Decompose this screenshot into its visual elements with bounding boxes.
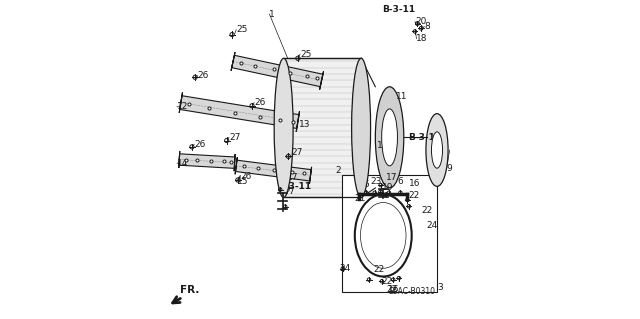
Polygon shape [180, 96, 299, 129]
Text: 6: 6 [397, 177, 403, 186]
Text: 20: 20 [415, 18, 426, 26]
Text: 26: 26 [194, 140, 205, 149]
Text: 24: 24 [339, 264, 350, 273]
Text: 21: 21 [354, 176, 365, 186]
Polygon shape [234, 154, 235, 171]
Text: 26: 26 [254, 98, 266, 107]
Polygon shape [179, 151, 180, 168]
Text: 15: 15 [237, 177, 248, 186]
Polygon shape [179, 92, 182, 113]
Text: 27: 27 [229, 133, 240, 142]
Ellipse shape [381, 109, 397, 166]
Text: FR.: FR. [180, 285, 200, 295]
Text: 22: 22 [421, 206, 433, 215]
Text: 3: 3 [437, 283, 443, 292]
Text: 2: 2 [336, 166, 341, 175]
Text: 22: 22 [408, 191, 419, 200]
Text: 12: 12 [177, 102, 188, 111]
Polygon shape [235, 157, 237, 174]
Text: 24: 24 [426, 221, 437, 230]
Ellipse shape [431, 132, 442, 168]
Text: 9: 9 [447, 165, 452, 174]
Polygon shape [231, 52, 235, 71]
Ellipse shape [351, 58, 371, 197]
Text: 14: 14 [177, 159, 188, 168]
Text: 26: 26 [197, 71, 209, 80]
Bar [342, 175, 437, 292]
Text: 8: 8 [424, 22, 430, 31]
Polygon shape [179, 154, 235, 168]
Text: 16: 16 [388, 285, 399, 294]
Text: 25: 25 [300, 50, 312, 59]
Polygon shape [309, 167, 312, 184]
Text: 25: 25 [236, 25, 248, 34]
Polygon shape [319, 71, 324, 90]
Text: 17: 17 [387, 173, 398, 182]
Text: B-3-11: B-3-11 [381, 5, 415, 14]
Polygon shape [232, 55, 323, 87]
Text: S5AC-B0310: S5AC-B0310 [388, 287, 435, 296]
Text: 19: 19 [280, 185, 292, 194]
Text: 22: 22 [373, 265, 385, 274]
Text: 4: 4 [360, 176, 365, 186]
Text: 22: 22 [381, 277, 393, 286]
Ellipse shape [375, 87, 404, 188]
Bar [284, 58, 361, 197]
Text: 17: 17 [287, 173, 299, 182]
Text: 23: 23 [370, 176, 381, 186]
Text: 22: 22 [387, 285, 397, 294]
Text: 21: 21 [354, 194, 365, 203]
Text: 19: 19 [382, 183, 394, 192]
Polygon shape [236, 160, 311, 181]
Ellipse shape [274, 58, 293, 197]
Text: B-3-11: B-3-11 [408, 133, 442, 142]
Ellipse shape [426, 114, 448, 186]
Text: 16: 16 [409, 179, 420, 188]
Text: 7: 7 [289, 187, 294, 196]
Text: 18: 18 [417, 34, 428, 43]
Text: 10: 10 [377, 141, 388, 150]
Polygon shape [296, 111, 300, 132]
Text: 1: 1 [269, 10, 275, 19]
Text: 13: 13 [298, 120, 310, 129]
Text: 26: 26 [240, 172, 252, 181]
Text: B-3-11: B-3-11 [278, 182, 312, 191]
Text: 11: 11 [396, 92, 408, 101]
Text: 5: 5 [364, 180, 369, 189]
Text: 27: 27 [291, 148, 302, 157]
